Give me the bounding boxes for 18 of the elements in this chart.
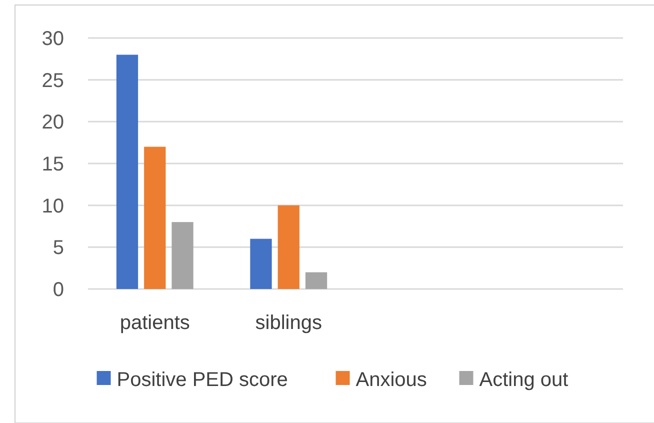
y-tick-label: 30 — [42, 28, 64, 50]
bar — [250, 238, 272, 289]
legend-label: Anxious — [356, 369, 427, 391]
x-tick-label: siblings — [255, 312, 322, 334]
y-tick-label: 5 — [52, 237, 64, 260]
bar — [305, 272, 328, 289]
legend-label: Positive PED score — [116, 369, 288, 391]
bar — [278, 205, 300, 289]
x-tick-label: patients — [120, 312, 190, 334]
y-tick-label: 20 — [42, 112, 64, 134]
y-tick-label: 0 — [52, 279, 64, 301]
bar — [116, 54, 138, 289]
bar — [172, 222, 194, 289]
y-tick-label: 10 — [42, 195, 64, 218]
bar — [144, 146, 166, 289]
y-tick-label: 15 — [42, 154, 64, 176]
y-tick-label: 25 — [42, 70, 64, 92]
legend-label: Acting out — [479, 369, 569, 391]
